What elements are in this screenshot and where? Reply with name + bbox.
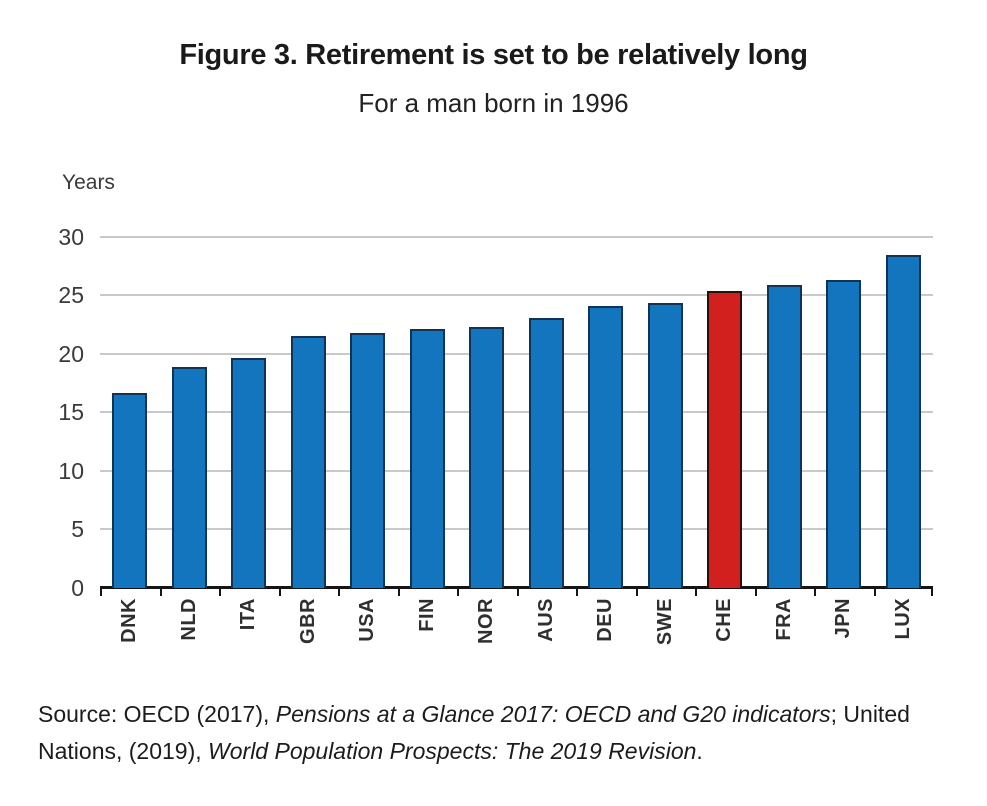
y-tick-label-15: 15 (58, 399, 84, 425)
gridline-y-30 (100, 236, 933, 238)
x-label-nld: NLD (177, 598, 200, 641)
bar-slot-dnk (100, 237, 160, 588)
y-tick-label-5: 5 (71, 516, 84, 542)
x-label-fra: FRA (772, 598, 795, 641)
source-text-suffix: . (696, 738, 703, 764)
x-label-fin: FIN (415, 598, 438, 632)
x-axis-tick (814, 589, 816, 596)
x-axis-line (100, 586, 933, 589)
x-axis-tick (338, 589, 340, 596)
bar-dnk (112, 393, 148, 588)
x-label-swe: SWE (653, 598, 676, 646)
bar-slot-jpn (814, 237, 874, 588)
y-tick-label-20: 20 (58, 341, 84, 367)
bar-slot-gbr (279, 237, 339, 588)
gridline-y-15 (100, 411, 933, 413)
x-label-slot-jpn: JPN (814, 598, 874, 678)
bar-slot-nor (457, 237, 517, 588)
source-note: Source: OECD (2017), Pensions at a Glanc… (38, 696, 956, 770)
gridline-y-25 (100, 294, 933, 296)
gridline-y-20 (100, 353, 933, 355)
bar-slot-che (695, 237, 755, 588)
x-label-lux: LUX (891, 598, 914, 640)
bar-nor (469, 327, 505, 588)
bar-slot-aus (517, 237, 577, 588)
x-axis-tick (279, 589, 281, 596)
bar-jpn (826, 280, 862, 588)
x-axis-tick (517, 589, 519, 596)
y-tick-label-0: 0 (71, 575, 84, 601)
bar-slot-swe (636, 237, 696, 588)
bar-usa (350, 333, 386, 588)
x-label-slot-fra: FRA (755, 598, 815, 678)
x-axis-tick (398, 589, 400, 596)
bar-slot-lux (874, 237, 934, 588)
x-axis-labels: DNK NLD ITA GBR USA FIN NOR AUS DEU SWE CHE FRA JPN L… (100, 598, 933, 678)
x-axis-tick (636, 589, 638, 596)
gridline-y-5 (100, 528, 933, 530)
y-axis-title: Years (62, 171, 115, 194)
bar-gbr (290, 336, 326, 588)
x-label-slot-ita: ITA (219, 598, 279, 678)
x-label-dnk: DNK (118, 598, 141, 643)
gridline-y-10 (100, 470, 933, 472)
y-tick-label-10: 10 (58, 458, 84, 484)
bar-slot-usa (338, 237, 398, 588)
plot-area: DNK NLD ITA GBR USA FIN NOR AUS DEU SWE CHE FRA JPN L… (58, 225, 933, 645)
x-label-gbr: GBR (296, 598, 319, 644)
bar-fin (409, 329, 445, 588)
bar-lux (885, 255, 921, 588)
x-axis-tick (100, 589, 102, 596)
x-label-slot-gbr: GBR (279, 598, 339, 678)
bar-aus (528, 318, 564, 588)
bar-slot-ita (219, 237, 279, 588)
x-label-slot-usa: USA (338, 598, 398, 678)
source-text-middle: ; United Nations, (2019), (38, 701, 910, 764)
x-label-usa: USA (356, 598, 379, 642)
x-axis-tick (874, 589, 876, 596)
x-axis-tick (160, 589, 162, 596)
source-text-prefix: Source: OECD (2017), (38, 701, 276, 727)
x-label-slot-deu: DEU (576, 598, 636, 678)
x-label-deu: DEU (594, 598, 617, 642)
x-axis-tick (695, 589, 697, 596)
x-axis-tick (755, 589, 757, 596)
x-label-slot-nor: NOR (457, 598, 517, 678)
x-label-jpn: JPN (832, 598, 855, 639)
x-label-ita: ITA (237, 598, 260, 631)
x-label-slot-lux: LUX (874, 598, 934, 678)
x-label-che: CHE (713, 598, 736, 642)
x-label-slot-che: CHE (695, 598, 755, 678)
x-axis-tick (219, 589, 221, 596)
x-label-aus: AUS (534, 598, 557, 642)
bar-nld (171, 367, 207, 588)
bar-slot-nld (160, 237, 220, 588)
bar-ita (231, 358, 267, 588)
bar-slot-fra (755, 237, 815, 588)
source-text-italic-2: World Population Prospects: The 2019 Rev… (208, 738, 697, 764)
x-axis-ticks (100, 588, 933, 596)
figure-title: Figure 3. Retirement is set to be relati… (179, 39, 808, 71)
x-axis-tick (931, 589, 933, 596)
x-label-slot-dnk: DNK (100, 598, 160, 678)
x-label-slot-fin: FIN (398, 598, 458, 678)
x-label-slot-aus: AUS (517, 598, 577, 678)
bar-swe (647, 303, 683, 588)
x-axis-tick (457, 589, 459, 596)
x-axis-tick (576, 589, 578, 596)
bar-fra (766, 285, 802, 588)
bar-deu (588, 306, 624, 588)
x-label-slot-nld: NLD (160, 598, 220, 678)
bar-slot-deu (576, 237, 636, 588)
figure-subtitle: For a man born in 1996 (358, 88, 629, 118)
x-label-nor: NOR (475, 598, 498, 644)
y-tick-label-30: 30 (58, 224, 84, 250)
source-text-italic-1: Pensions at a Glance 2017: OECD and G20 … (275, 701, 831, 727)
y-tick-label-25: 25 (58, 282, 84, 308)
bar-che (707, 291, 743, 588)
bar-series (100, 237, 933, 588)
x-label-slot-swe: SWE (636, 598, 696, 678)
bar-slot-fin (398, 237, 458, 588)
